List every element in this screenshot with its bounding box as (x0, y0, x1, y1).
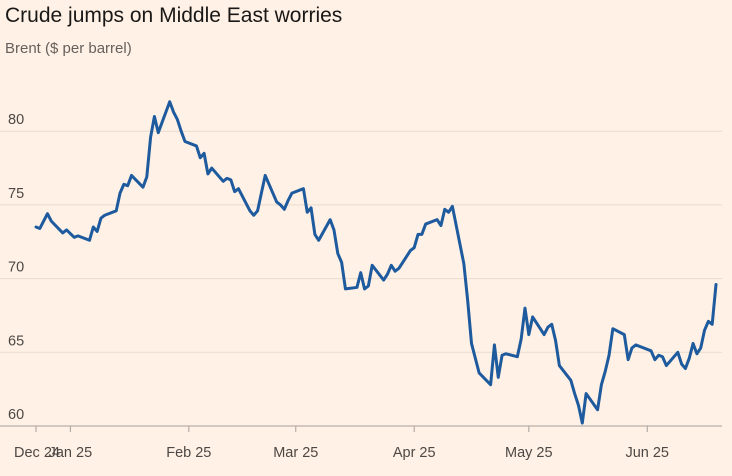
chart-subtitle: Brent ($ per barrel) (5, 40, 132, 57)
brent-price-line (34, 100, 718, 425)
x-tick-label: Feb 25 (166, 445, 211, 461)
y-axis: 60 65 70 75 80 (8, 112, 24, 423)
y-tick-label: 65 (8, 333, 24, 349)
x-tick-label: Jun 25 (625, 445, 669, 461)
y-tick-label: 70 (8, 260, 24, 276)
chart-title: Crude jumps on Middle East worries (5, 4, 343, 27)
x-tick-label: May 25 (505, 445, 553, 461)
x-tick-label: Jan 25 (49, 445, 93, 461)
x-tick-label: Apr 25 (393, 445, 436, 461)
y-tick-label: 75 (8, 186, 24, 202)
series-layer (34, 100, 718, 425)
x-tick-label: Mar 25 (273, 445, 318, 461)
y-tick-label: 60 (8, 407, 24, 423)
x-tick-label: Dec 24 (14, 445, 60, 461)
y-tick-label: 80 (8, 112, 24, 128)
